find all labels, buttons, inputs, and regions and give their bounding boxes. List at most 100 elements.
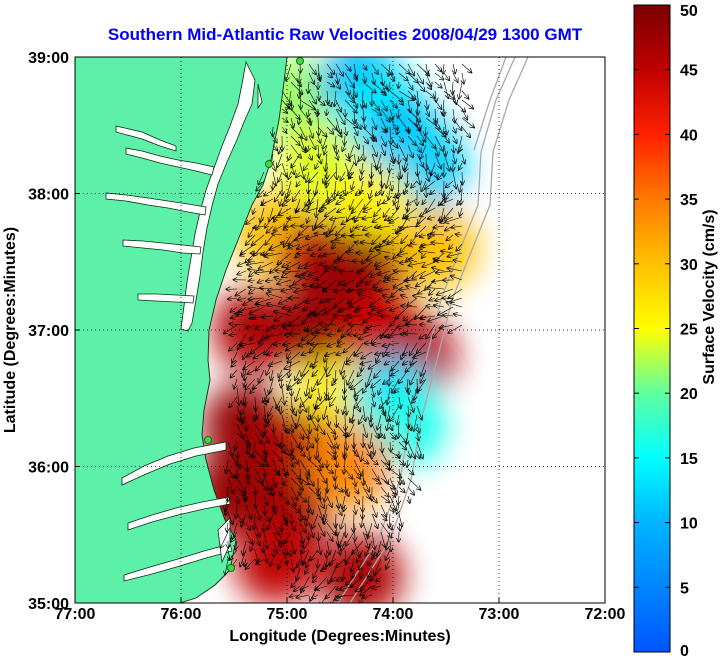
velocity-arrow	[281, 243, 292, 244]
velocity-arrow	[319, 208, 328, 211]
velocity-arrow	[345, 432, 347, 450]
velocity-arrow	[390, 459, 391, 470]
velocity-arrow	[258, 171, 265, 184]
velocity-arrow	[265, 333, 283, 338]
velocity-arrow	[288, 351, 301, 363]
velocity-arrow	[236, 486, 245, 496]
velocity-arrow	[266, 280, 274, 281]
velocity-arrow	[428, 315, 445, 321]
velocity-arrow	[459, 162, 462, 170]
velocity-arrow	[264, 423, 265, 435]
velocity-arrow	[453, 144, 454, 152]
velocity-arrow	[299, 108, 310, 122]
velocity-arrow	[431, 162, 436, 176]
velocity-arrow	[278, 171, 283, 182]
velocity-arrow	[461, 126, 470, 137]
velocity-arrow	[459, 144, 462, 151]
velocity-arrow	[281, 504, 286, 522]
velocity-arrow	[327, 414, 329, 426]
velocity-arrow	[422, 198, 426, 204]
velocity-arrow	[374, 207, 382, 216]
velocity-arrow	[380, 423, 381, 437]
velocity-arrow	[460, 207, 462, 216]
velocity-arrow	[390, 315, 400, 326]
velocity-arrow	[390, 441, 391, 452]
velocity-arrow	[277, 279, 292, 284]
inland-waters	[105, 60, 263, 582]
chart-title: Southern Mid-Atlantic Raw Velocities 200…	[108, 25, 583, 44]
velocity-arrow	[229, 396, 238, 407]
velocity-arrow	[460, 180, 462, 192]
velocity-arrow	[400, 243, 409, 252]
velocity-arrow	[236, 288, 247, 296]
velocity-arrow	[407, 72, 418, 82]
velocity-arrow	[254, 432, 262, 444]
velocity-arrow	[308, 144, 310, 151]
velocity-arrow	[418, 378, 427, 391]
velocity-arrow	[369, 180, 372, 187]
velocity-arrow	[358, 289, 373, 291]
velocity-arrow	[345, 126, 346, 135]
velocity-arrow	[374, 243, 391, 248]
velocity-arrow	[325, 207, 337, 216]
velocity-arrow	[434, 226, 445, 228]
velocity-arrow	[370, 405, 372, 422]
velocity-arrow	[326, 63, 334, 74]
velocity-arrow	[344, 153, 350, 161]
velocity-arrow	[283, 271, 301, 272]
velocity-arrow	[236, 504, 237, 518]
velocity-arrow	[434, 63, 442, 72]
velocity-arrow	[398, 72, 408, 81]
velocity-arrow	[265, 252, 283, 257]
velocity-arrow	[300, 432, 303, 439]
velocity-arrow	[416, 135, 423, 145]
velocity-arrow	[317, 279, 328, 287]
colorbar-tick-label: 20	[680, 386, 698, 403]
velocity-arrow	[443, 153, 450, 171]
velocity-arrow	[352, 198, 364, 213]
velocity-arrow	[299, 81, 300, 98]
velocity-arrow	[335, 504, 342, 515]
velocity-arrow	[416, 126, 426, 142]
velocity-arrow	[383, 378, 391, 384]
velocity-arrow	[283, 325, 301, 328]
velocity-cell	[234, 520, 319, 603]
velocity-arrow	[264, 459, 268, 466]
velocity-arrow	[263, 495, 268, 505]
velocity-arrow	[249, 280, 256, 281]
velocity-arrow	[273, 477, 276, 487]
velocity-arrow	[456, 243, 463, 251]
velocity-arrow	[245, 432, 250, 449]
velocity-arrow	[405, 360, 418, 372]
velocity-arrow	[414, 414, 418, 431]
velocity-arrow	[297, 243, 310, 249]
velocity-arrow	[284, 226, 292, 230]
velocity-arrow	[263, 387, 274, 402]
velocity-arrow	[272, 234, 283, 235]
velocity-arrow	[389, 90, 403, 101]
velocity-arrow	[296, 171, 300, 177]
velocity-arrow	[246, 459, 248, 471]
velocity-arrow	[389, 486, 395, 497]
velocity-arrow	[366, 279, 373, 285]
velocity-arrow	[328, 334, 337, 335]
velocity-arrow	[363, 99, 366, 108]
velocity-arrow	[381, 171, 382, 187]
velocity-arrow	[356, 189, 364, 195]
velocity-arrow	[237, 459, 240, 468]
velocity-arrow	[245, 495, 246, 502]
velocity-arrow	[443, 126, 444, 134]
velocity-arrow	[253, 207, 255, 214]
velocity-arrow	[401, 295, 409, 298]
velocity-arrow	[362, 477, 369, 492]
velocity-arrow	[297, 180, 301, 186]
velocity-arrow	[388, 81, 390, 91]
velocity-arrow	[406, 325, 418, 326]
velocity-arrow	[352, 180, 354, 189]
velocity-arrow	[326, 117, 337, 130]
velocity-arrow	[250, 387, 256, 393]
velocity-arrow	[398, 441, 406, 450]
velocity-arrow	[415, 306, 427, 319]
x-tick-label: 76:00	[161, 606, 202, 623]
